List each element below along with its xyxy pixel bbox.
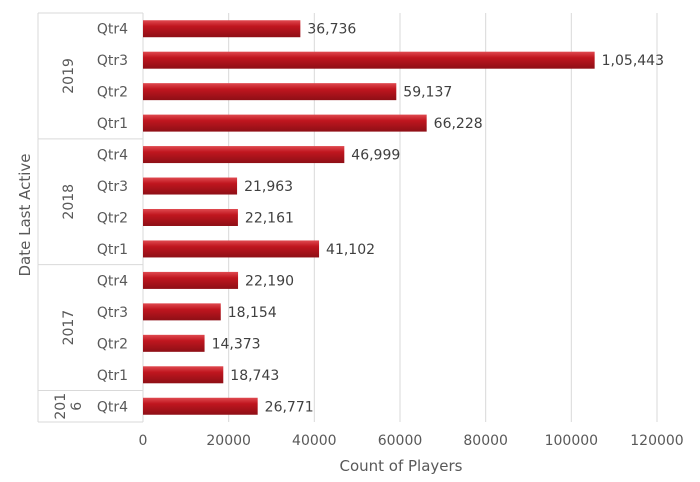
x-axis-title: Count of Players <box>339 457 462 475</box>
gridlines <box>228 13 658 422</box>
x-tick-label: 40000 <box>292 433 337 449</box>
x-tick-label: 120000 <box>630 433 683 449</box>
data-label: 21,963 <box>244 179 293 195</box>
data-label: 41,102 <box>326 242 375 258</box>
group-label: 2018 <box>61 184 77 220</box>
data-label: 66,228 <box>434 116 483 132</box>
data-label: 18,154 <box>228 305 277 321</box>
bar <box>143 114 427 132</box>
category-label: Qtr2 <box>97 85 128 101</box>
data-label: 46,999 <box>351 148 400 164</box>
category-label: Qtr1 <box>97 116 128 132</box>
bar <box>143 20 301 38</box>
category-label: Qtr2 <box>97 336 128 352</box>
category-label: Qtr1 <box>97 368 128 384</box>
group-label: 6 <box>69 402 85 411</box>
bar <box>143 303 221 321</box>
category-label: Qtr1 <box>97 242 128 258</box>
group-labels: 2019 2018 2017 201 6 <box>53 58 85 420</box>
x-tick-label: 100000 <box>545 433 598 449</box>
bar <box>143 146 345 164</box>
data-label: 18,743 <box>230 368 279 384</box>
bar <box>143 366 224 384</box>
category-label: Qtr3 <box>97 53 128 69</box>
category-label: Qtr4 <box>97 148 128 164</box>
bar <box>143 397 258 415</box>
data-label: 26,771 <box>265 399 314 415</box>
data-label: 22,190 <box>245 273 294 289</box>
data-labels: 36,736 1,05,443 59,137 66,228 46,999 21,963 22… <box>212 22 664 416</box>
group-label: 201 <box>53 393 69 420</box>
x-tick-label: 20000 <box>206 433 251 449</box>
group-label: 2019 <box>61 58 77 94</box>
x-tick-label: 60000 <box>378 433 423 449</box>
category-label: Qtr4 <box>97 273 128 289</box>
category-label: Qtr4 <box>97 22 128 38</box>
category-label: Qtr3 <box>97 179 128 195</box>
category-labels: Qtr4 Qtr3 Qtr2 Qtr1 Qtr4 Qtr3 Qtr2 Qtr1 Qtr4 Qtr3… <box>97 22 128 416</box>
x-tick-label: 80000 <box>463 433 508 449</box>
bar <box>143 271 239 289</box>
data-label: 14,373 <box>212 336 261 352</box>
x-axis-ticks: 0 20000 40000 60000 80000 100000 120000 <box>139 433 684 449</box>
x-tick-label: 0 <box>139 433 148 449</box>
data-label: 1,05,443 <box>602 53 664 69</box>
data-label: 36,736 <box>307 22 356 38</box>
data-label: 59,137 <box>403 85 452 101</box>
category-label: Qtr3 <box>97 305 128 321</box>
bar <box>143 240 320 258</box>
category-label: Qtr4 <box>97 399 128 415</box>
bar <box>143 83 397 101</box>
bar <box>143 208 238 226</box>
bars <box>143 20 595 415</box>
data-label: 22,161 <box>245 210 294 226</box>
bar <box>143 51 595 69</box>
group-label: 2017 <box>61 310 77 346</box>
bar <box>143 177 238 195</box>
y-axis-title: Date Last Active <box>16 153 34 276</box>
category-label: Qtr2 <box>97 210 128 226</box>
bar <box>143 334 205 352</box>
